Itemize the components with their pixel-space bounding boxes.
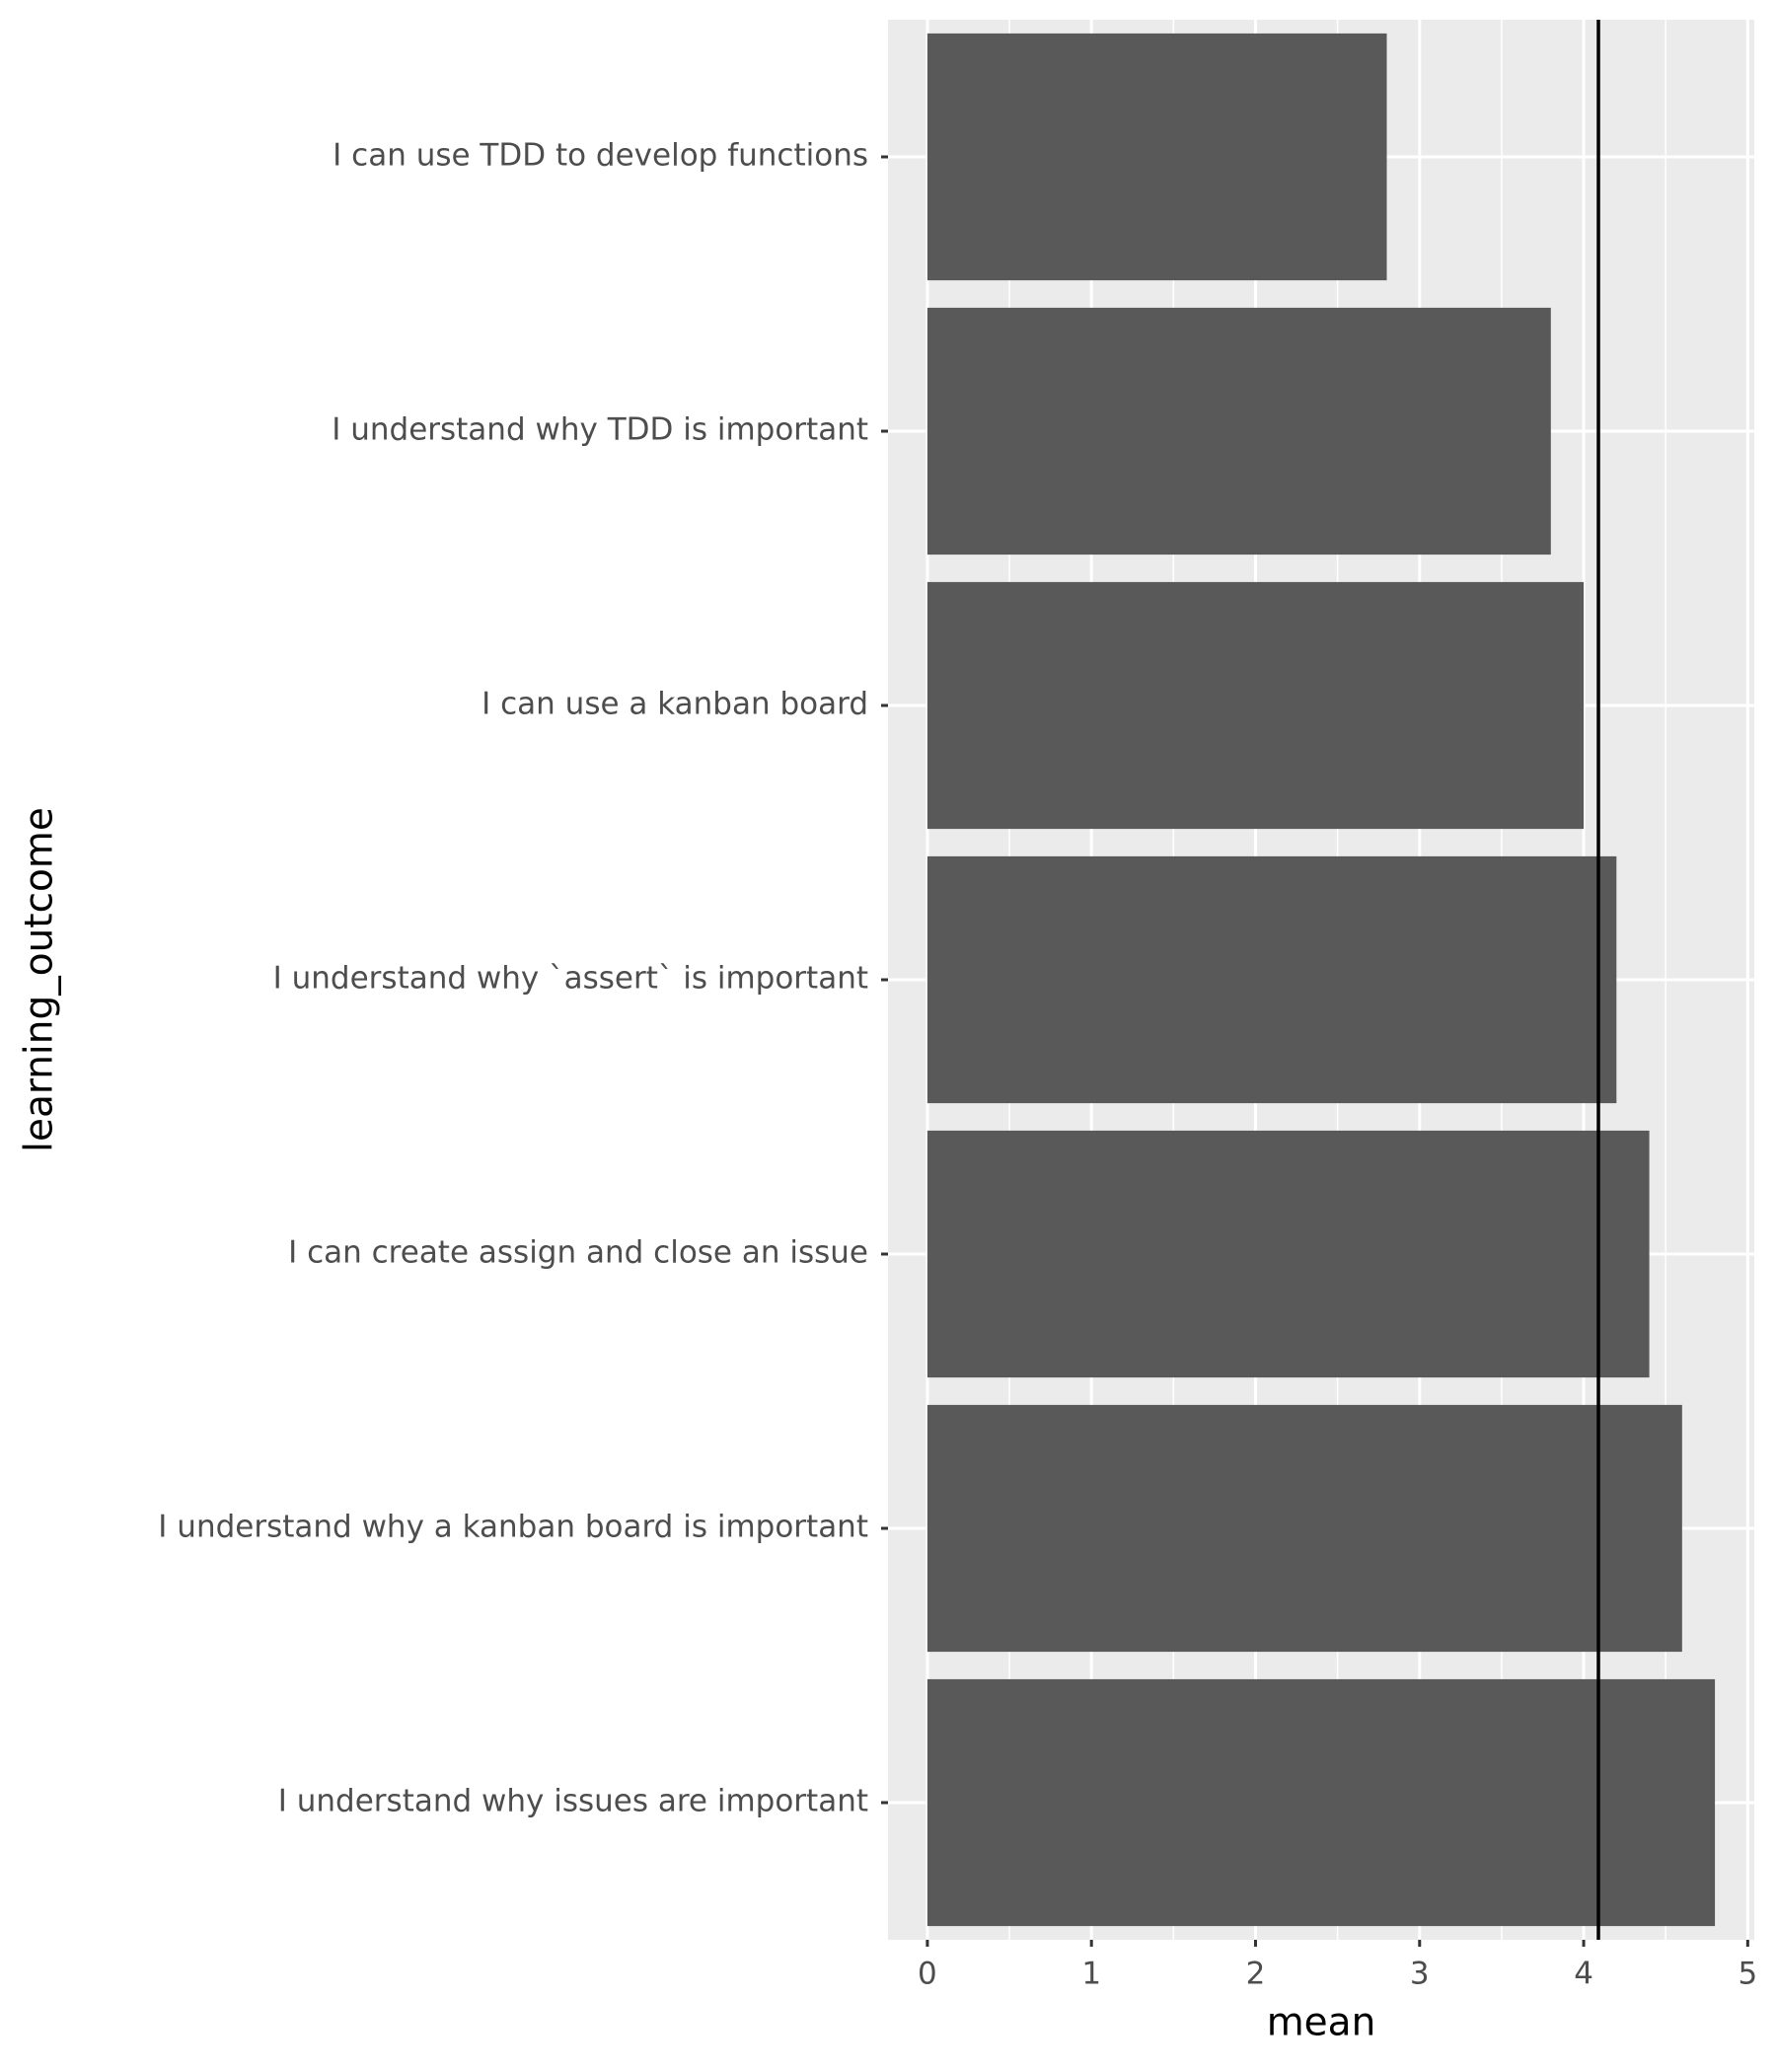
x-tick-label: 4 <box>1574 1957 1593 1992</box>
x-tick-label: 2 <box>1246 1957 1266 1992</box>
bar <box>926 581 1585 830</box>
bar <box>926 33 1387 281</box>
x-tick-label: 1 <box>1081 1957 1101 1992</box>
y-tick-label: I understand why TDD is important <box>332 412 868 448</box>
y-tick-label: I understand why `assert` is important <box>273 961 868 997</box>
x-tick-label: 0 <box>918 1957 937 1992</box>
y-tick-label: I can use a kanban board <box>481 687 868 722</box>
x-axis-title: mean <box>1267 2001 1376 2045</box>
y-tick-label: I can use TDD to develop functions <box>333 138 868 174</box>
bar <box>926 307 1551 555</box>
y-tick-label: I can create assign and close an issue <box>288 1235 868 1271</box>
bar <box>926 1678 1716 1927</box>
x-tick-label: 5 <box>1738 1957 1757 1992</box>
bar <box>926 1130 1650 1378</box>
y-tick-label: I understand why a kanban board is impor… <box>158 1510 868 1545</box>
bar <box>926 855 1617 1104</box>
x-tick-label: 3 <box>1410 1957 1430 1992</box>
y-tick-label: I understand why issues are important <box>278 1784 868 1819</box>
y-axis-title: learning_outcome <box>18 807 62 1152</box>
bar <box>926 1404 1682 1653</box>
